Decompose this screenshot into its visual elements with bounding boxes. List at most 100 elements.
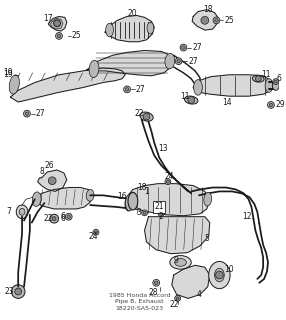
Ellipse shape xyxy=(106,23,114,37)
Circle shape xyxy=(65,213,72,220)
Polygon shape xyxy=(33,188,93,209)
Circle shape xyxy=(175,58,182,65)
Polygon shape xyxy=(38,170,67,191)
Text: 6: 6 xyxy=(277,74,282,83)
Text: 4: 4 xyxy=(197,290,202,299)
Circle shape xyxy=(93,229,99,235)
Circle shape xyxy=(153,279,160,286)
Text: 1: 1 xyxy=(144,187,149,196)
Circle shape xyxy=(165,179,171,185)
Polygon shape xyxy=(193,75,271,96)
Polygon shape xyxy=(50,19,63,29)
Circle shape xyxy=(125,88,129,91)
Circle shape xyxy=(52,217,56,220)
Circle shape xyxy=(142,210,148,216)
Text: 22: 22 xyxy=(43,214,53,223)
Text: 18: 18 xyxy=(137,183,146,192)
Text: 27: 27 xyxy=(36,109,45,118)
Ellipse shape xyxy=(175,259,186,266)
Text: 9: 9 xyxy=(174,256,178,265)
Ellipse shape xyxy=(214,268,224,282)
Text: 19: 19 xyxy=(4,68,13,77)
Text: 6: 6 xyxy=(61,214,66,223)
Text: 23: 23 xyxy=(5,287,14,296)
Circle shape xyxy=(57,34,61,38)
Text: 13: 13 xyxy=(158,144,168,153)
Polygon shape xyxy=(10,68,125,102)
Text: 28: 28 xyxy=(148,288,158,297)
Circle shape xyxy=(182,46,185,49)
Circle shape xyxy=(54,20,60,27)
Ellipse shape xyxy=(16,205,28,219)
Ellipse shape xyxy=(86,189,94,201)
Text: 22: 22 xyxy=(135,109,144,118)
Circle shape xyxy=(11,285,25,298)
Circle shape xyxy=(55,33,62,39)
Text: 25: 25 xyxy=(224,16,234,25)
Circle shape xyxy=(180,44,187,51)
Text: 26: 26 xyxy=(44,161,54,170)
Ellipse shape xyxy=(170,256,191,269)
Circle shape xyxy=(154,281,158,284)
Text: 29: 29 xyxy=(276,100,285,109)
Circle shape xyxy=(23,110,30,117)
Ellipse shape xyxy=(194,80,202,95)
Text: 27: 27 xyxy=(192,43,202,52)
Ellipse shape xyxy=(9,75,19,94)
Text: 25: 25 xyxy=(72,31,81,40)
Text: 17: 17 xyxy=(43,14,53,23)
Text: 10: 10 xyxy=(224,265,234,274)
Text: 20: 20 xyxy=(127,9,137,18)
Circle shape xyxy=(143,211,146,214)
Circle shape xyxy=(160,212,162,215)
Circle shape xyxy=(273,79,279,84)
Circle shape xyxy=(124,86,130,93)
Circle shape xyxy=(188,97,194,103)
Circle shape xyxy=(143,113,150,120)
Ellipse shape xyxy=(253,75,264,82)
Text: 8: 8 xyxy=(39,167,44,177)
Text: 24: 24 xyxy=(88,232,98,241)
Text: 6: 6 xyxy=(61,212,66,221)
Ellipse shape xyxy=(140,112,153,121)
Circle shape xyxy=(274,80,277,83)
Ellipse shape xyxy=(147,22,154,34)
Text: 14: 14 xyxy=(222,98,232,107)
Ellipse shape xyxy=(32,192,41,206)
Polygon shape xyxy=(127,184,210,216)
Polygon shape xyxy=(192,10,219,30)
Circle shape xyxy=(25,112,29,116)
Circle shape xyxy=(216,271,223,279)
Ellipse shape xyxy=(265,79,273,92)
Polygon shape xyxy=(144,217,210,254)
Text: 2: 2 xyxy=(158,212,163,221)
Text: 19: 19 xyxy=(4,70,13,79)
Circle shape xyxy=(175,295,180,301)
Circle shape xyxy=(166,180,169,183)
Circle shape xyxy=(48,177,56,185)
Ellipse shape xyxy=(89,60,99,78)
Ellipse shape xyxy=(272,81,279,90)
Text: 11: 11 xyxy=(261,70,271,79)
Text: 5: 5 xyxy=(205,234,210,243)
Ellipse shape xyxy=(19,208,25,215)
Circle shape xyxy=(158,211,164,217)
Polygon shape xyxy=(48,16,67,31)
Ellipse shape xyxy=(209,261,230,289)
Polygon shape xyxy=(105,15,154,42)
Text: 21: 21 xyxy=(154,203,164,212)
Circle shape xyxy=(177,60,180,63)
Text: 22: 22 xyxy=(170,300,179,309)
Circle shape xyxy=(15,288,22,295)
Circle shape xyxy=(255,76,261,82)
Ellipse shape xyxy=(204,192,212,206)
Text: 3: 3 xyxy=(137,208,142,217)
Circle shape xyxy=(269,103,273,107)
Ellipse shape xyxy=(184,96,198,104)
Text: 16: 16 xyxy=(117,192,127,201)
Text: 24: 24 xyxy=(164,172,174,181)
Ellipse shape xyxy=(126,193,134,211)
Text: 18: 18 xyxy=(203,5,212,14)
Ellipse shape xyxy=(128,192,138,210)
Circle shape xyxy=(176,297,179,300)
